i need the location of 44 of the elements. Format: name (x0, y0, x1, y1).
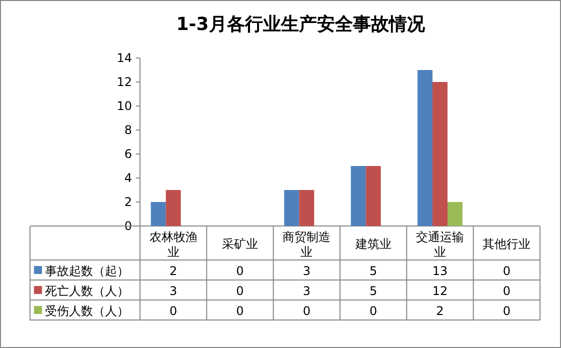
data-label: 0 (236, 284, 244, 298)
bar (284, 190, 300, 226)
bar (366, 166, 381, 226)
x-tick-label: 建筑业 (354, 237, 392, 251)
y-tick-label: 10 (116, 99, 132, 113)
data-label: 2 (170, 264, 178, 278)
data-label: 3 (170, 284, 178, 298)
legend-label: 事故起数（起） (45, 264, 129, 278)
data-label: 5 (370, 264, 378, 278)
data-label: 0 (502, 264, 510, 278)
data-label: 3 (302, 284, 310, 298)
y-tick-label: 2 (124, 195, 132, 209)
data-label: 13 (432, 264, 448, 278)
legend-label: 受伤人数（人） (45, 304, 129, 318)
data-label: 3 (302, 264, 310, 278)
bar (448, 202, 462, 226)
x-tick-label: 采矿业 (222, 237, 258, 251)
bar (150, 202, 166, 226)
data-label: 5 (370, 284, 378, 298)
data-label: 0 (502, 284, 510, 298)
x-tick-label: 商贸制造业 (282, 230, 331, 259)
data-label: 2 (436, 304, 444, 318)
x-tick-label: 农林牧渔业 (149, 230, 198, 259)
x-tick-label: 其他行业 (482, 237, 531, 251)
data-label: 0 (502, 304, 510, 318)
data-label: 0 (236, 264, 244, 278)
y-tick-label: 12 (116, 75, 132, 89)
x-tick-label: 交通运输业 (416, 230, 464, 259)
y-tick-label: 4 (124, 171, 132, 185)
data-label: 0 (302, 304, 310, 318)
chart-title: 1-3月各行业生产安全事故情况 (176, 14, 426, 35)
y-tick-label: 8 (124, 123, 132, 137)
data-label: 0 (236, 304, 244, 318)
legend-label: 死亡人数（人） (45, 284, 129, 298)
data-label: 0 (370, 304, 378, 318)
y-tick-label: 6 (124, 147, 132, 161)
y-tick-label: 14 (116, 51, 132, 65)
bar (166, 190, 181, 226)
bar (350, 166, 366, 226)
bar (432, 82, 448, 226)
data-label: 12 (432, 284, 448, 298)
data-label: 0 (170, 304, 178, 318)
bar (418, 70, 432, 226)
bar (299, 190, 314, 226)
